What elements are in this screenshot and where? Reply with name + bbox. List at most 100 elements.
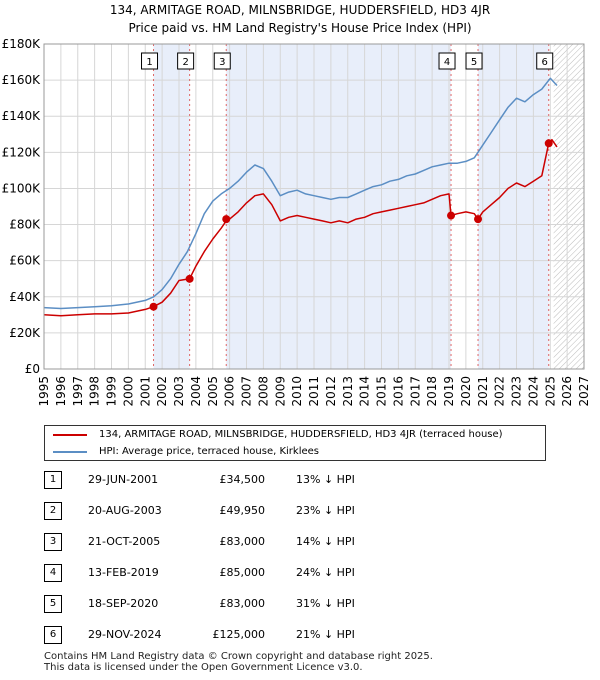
- x-tick-label: 2012: [324, 376, 338, 407]
- sale-label-text: 5: [471, 57, 477, 68]
- x-tick-label: 2002: [155, 376, 169, 407]
- sale-row: 1 29-JUN-2001 £34,500 13% ↓ HPI: [0, 470, 600, 490]
- sale-hpi-delta: 24% ↓ HPI: [296, 566, 355, 579]
- sale-hpi-delta: 14% ↓ HPI: [296, 535, 355, 548]
- x-tick-label: 2010: [290, 376, 304, 407]
- ownership-shade: [153, 44, 190, 369]
- sale-number-labels: 1 2 3 4 5 6: [141, 52, 554, 70]
- sale-marker-lines: [153, 44, 550, 369]
- sale-label-text: 3: [219, 57, 225, 68]
- series-line-property: [43, 138, 558, 317]
- sale-price: £83,000: [219, 597, 266, 610]
- x-tick-label: 2001: [138, 376, 152, 407]
- sale-price: £85,000: [219, 566, 266, 579]
- x-tick-label: 1999: [105, 376, 119, 407]
- sale-hpi-delta: 23% ↓ HPI: [296, 504, 355, 517]
- x-tick-label: 2020: [459, 376, 473, 407]
- x-tick-label: 2017: [408, 376, 422, 407]
- sale-row: 4 13-FEB-2019 £85,000 24% ↓ HPI: [0, 563, 600, 583]
- x-tick-label: 1995: [37, 376, 51, 407]
- x-tick-label: 2007: [240, 376, 254, 407]
- y-tick-label: £0: [25, 362, 40, 376]
- price-chart: 134, ARMITAGE ROAD, MILNSBRIDGE, HUDDERS…: [2, 3, 591, 407]
- x-tick-label: 1998: [88, 376, 102, 407]
- x-tick-label: 2009: [273, 376, 287, 407]
- sale-point: [447, 211, 456, 220]
- sale-number-badge: 6: [44, 626, 62, 644]
- x-tick-label: 2026: [560, 376, 574, 407]
- sale-label-text: 4: [444, 57, 450, 68]
- x-tick-label: 2011: [307, 376, 321, 407]
- plot-frame: [43, 43, 585, 370]
- sale-label-box: [438, 52, 456, 70]
- sale-price: £49,950: [219, 504, 266, 517]
- sale-point: [222, 215, 231, 224]
- x-tick-label: 2023: [510, 376, 524, 407]
- sale-price: £125,000: [212, 628, 266, 641]
- legend: 134, ARMITAGE ROAD, MILNSBRIDGE, HUDDERS…: [44, 425, 546, 461]
- sale-price: £83,000: [219, 535, 266, 548]
- future-hatch: [553, 44, 584, 369]
- sale-label-text: 2: [182, 57, 188, 68]
- x-tick-label: 2021: [476, 376, 490, 407]
- sale-points: [149, 139, 553, 311]
- sale-label-text: 6: [542, 57, 548, 68]
- x-tick-label: 2008: [256, 376, 270, 407]
- sale-label-text: 1: [146, 57, 152, 68]
- y-tick-label: £60K: [9, 254, 41, 268]
- sale-hpi-delta: 13% ↓ HPI: [296, 473, 355, 486]
- sale-date: 21-OCT-2005: [88, 535, 161, 548]
- sale-point: [544, 139, 553, 148]
- legend-label-property: 134, ARMITAGE ROAD, MILNSBRIDGE, HUDDERS…: [99, 429, 503, 440]
- x-tick-label: 2016: [391, 376, 405, 407]
- sale-label-box: [213, 52, 231, 70]
- sale-date: 18-SEP-2020: [88, 597, 159, 610]
- x-tick-label: 2024: [526, 376, 540, 407]
- legend-swatch-hpi: [53, 451, 87, 453]
- x-tick-label: 2000: [121, 376, 135, 407]
- sale-date: 20-AUG-2003: [88, 504, 162, 517]
- x-tick-label: 2013: [341, 376, 355, 407]
- legend-swatch-property: [53, 434, 87, 436]
- x-tick-label: 1997: [71, 376, 85, 407]
- x-tick-label: 2018: [425, 376, 439, 407]
- x-tick-label: 2006: [223, 376, 237, 407]
- sale-label-box: [177, 52, 195, 70]
- sale-hpi-delta: 31% ↓ HPI: [296, 597, 355, 610]
- sale-number-badge: 5: [44, 595, 62, 613]
- y-tick-label: £40K: [9, 290, 41, 304]
- sale-row: 3 21-OCT-2005 £83,000 14% ↓ HPI: [0, 532, 600, 552]
- y-axis-ticks: £0 £20K £40K £60K £80K £100K £120K £140K £160K £1…: [2, 37, 42, 376]
- chart-subtitle: Price paid vs. HM Land Registry's House …: [128, 21, 471, 35]
- sale-label-box: [465, 52, 483, 70]
- series-lines: [43, 77, 558, 317]
- x-tick-label: 2004: [189, 376, 203, 407]
- footer: Contains HM Land Registry data © Crown c…: [44, 651, 433, 673]
- y-tick-label: £80K: [9, 218, 41, 232]
- x-tick-label: 2003: [172, 376, 186, 407]
- sale-label-box: [141, 52, 159, 70]
- ownership-shade: [226, 44, 452, 369]
- y-tick-label: £100K: [2, 181, 42, 195]
- y-tick-label: £160K: [2, 73, 42, 87]
- sale-number-badge: 3: [44, 533, 62, 551]
- x-tick-label: 2014: [358, 376, 372, 407]
- y-tick-label: £140K: [2, 109, 42, 123]
- sale-row: 6 29-NOV-2024 £125,000 21% ↓ HPI: [0, 625, 600, 645]
- x-tick-label: 2022: [493, 376, 507, 407]
- footer-copyright: Contains HM Land Registry data © Crown c…: [44, 651, 433, 662]
- y-tick-label: £180K: [2, 37, 42, 51]
- sale-row: 5 18-SEP-2020 £83,000 31% ↓ HPI: [0, 594, 600, 614]
- sale-label-box: [536, 52, 554, 70]
- x-tick-label: 2025: [543, 376, 557, 407]
- x-tick-label: 2015: [375, 376, 389, 407]
- sale-number-badge: 4: [44, 564, 62, 582]
- sale-point: [149, 302, 158, 311]
- sale-number-badge: 2: [44, 502, 62, 520]
- sale-number-badge: 1: [44, 471, 62, 489]
- footer-licence: This data is licensed under the Open Gov…: [44, 662, 363, 673]
- x-tick-label: 2005: [206, 376, 220, 407]
- sale-hpi-delta: 21% ↓ HPI: [296, 628, 355, 641]
- sale-row: 2 20-AUG-2003 £49,950 23% ↓ HPI: [0, 501, 600, 521]
- legend-label-hpi: HPI: Average price, terraced house, Kirk…: [99, 446, 320, 457]
